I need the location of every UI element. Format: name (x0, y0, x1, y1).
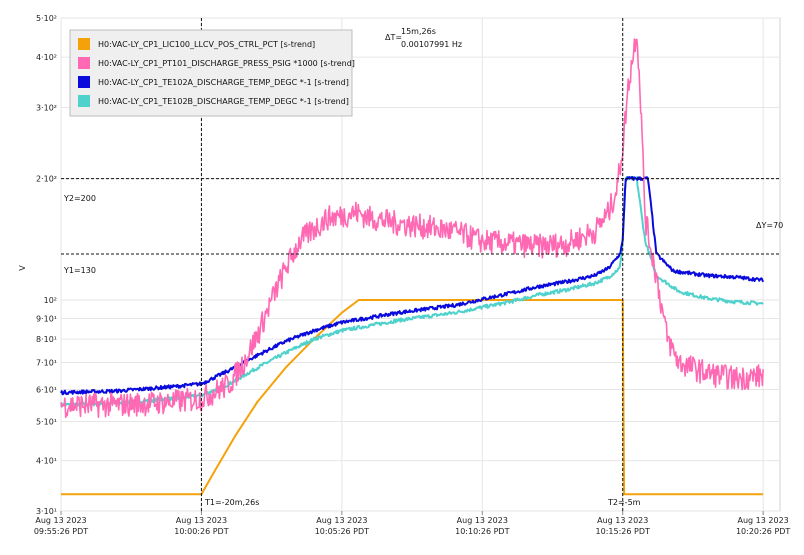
x-tick-time: 10:20:26 PDT (736, 527, 790, 536)
series-pt101-line (60, 38, 764, 419)
legend-swatch-te102a (78, 76, 90, 88)
delta-t-frequency: 0.00107991 Hz (401, 40, 462, 49)
y2-cursor-label: Y2=200 (63, 194, 96, 203)
delta-t-label: ΔT= (385, 33, 402, 42)
legend-label-lic100: H0:VAC-LY_CP1_LIC100_LLCV_POS_CTRL_PCT [… (98, 40, 315, 49)
x-tick-date: Aug 13 2023 (597, 516, 648, 525)
y-tick-label: 3·10² (36, 104, 57, 113)
y-tick-label: 8·10¹ (36, 335, 57, 344)
x-tick-date: Aug 13 2023 (176, 516, 227, 525)
legend-swatch-pt101 (78, 57, 90, 69)
legend-swatch-lic100 (78, 38, 90, 50)
delta-t-value: 15m,26s (401, 27, 436, 36)
legend-label-te102b: H0:VAC-LY_CP1_TE102B_DISCHARGE_TEMP_DEGC… (98, 97, 349, 106)
legend: H0:VAC-LY_CP1_LIC100_LLCV_POS_CTRL_PCT [… (69, 29, 355, 117)
y-tick-label: 9·10¹ (36, 314, 57, 323)
y1-cursor-label: Y1=130 (63, 266, 96, 275)
x-tick-date: Aug 13 2023 (35, 516, 86, 525)
y-tick-label: 10² (44, 296, 57, 305)
x-tick-time: 10:05:26 PDT (315, 527, 369, 536)
x-tick-date: Aug 13 2023 (457, 516, 508, 525)
x-tick-date: Aug 13 2023 (316, 516, 367, 525)
t2-cursor-label: T2=-5m (607, 498, 641, 507)
y-tick-label: 5·10¹ (36, 417, 57, 426)
x-tick-time: 10:10:26 PDT (455, 527, 509, 536)
x-tick-time: 10:00:26 PDT (174, 527, 228, 536)
legend-swatch-te102b (78, 95, 90, 107)
series-te102b-line (60, 175, 764, 407)
axis-layer: 5·10² 4·10² 3·10² 2·10² 10² 9·10¹ 8·10¹ 7·10¹ 6·… (34, 14, 791, 536)
y-tick-label: 6·10¹ (36, 386, 57, 395)
x-tick-date: Aug 13 2023 (738, 516, 789, 525)
y-tick-label: 2·10² (36, 175, 57, 184)
y-tick-label: 3·10¹ (36, 507, 57, 516)
y-tick-label: 4·10² (36, 53, 57, 62)
legend-label-te102a: H0:VAC-LY_CP1_TE102A_DISCHARGE_TEMP_DEGC… (98, 78, 349, 87)
y-tick-label: 4·10¹ (36, 457, 57, 466)
t1-cursor-label: T1=-20m,26s (204, 498, 259, 507)
y-tick-label: 5·10² (36, 14, 57, 23)
delta-y-label: ΔY=70 (756, 221, 783, 230)
legend-box (69, 29, 353, 117)
y-axis-label: V (18, 265, 27, 271)
y-tick-label: 7·10¹ (36, 359, 57, 368)
x-tick-time: 10:15:26 PDT (596, 527, 650, 536)
x-tick-time: 09:55:26 PDT (34, 527, 88, 536)
legend-label-pt101: H0:VAC-LY_CP1_PT101_DISCHARGE_PRESS_PSIG… (98, 59, 355, 68)
